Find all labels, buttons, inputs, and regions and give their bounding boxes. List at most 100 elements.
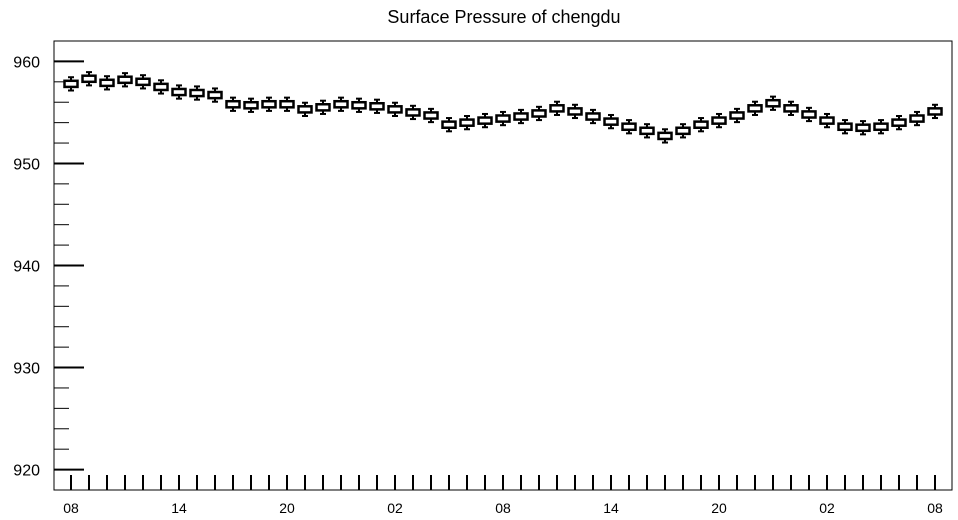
box-rect [117,75,133,85]
box-47 [909,110,925,127]
box-rect [153,82,169,92]
box-40 [783,100,799,116]
box-rect [171,87,187,97]
box-rect [891,118,907,127]
box-rect [801,110,817,119]
box-27 [549,100,565,116]
box-10 [243,97,259,113]
box-17 [369,98,385,114]
box-9 [225,96,241,112]
box-rect [369,101,385,111]
box-rect [351,100,367,110]
box-6 [171,84,187,100]
box-19 [405,104,421,121]
box-rect [189,88,205,98]
x-axis: 08 14 20 02 08 14 20 02 08 [63,475,943,516]
box-25 [513,108,529,125]
chart-title: Surface Pressure of chengdu [387,7,620,27]
box-rect [549,104,565,113]
y-tick-label: 940 [13,259,40,276]
box-29 [585,108,601,125]
box-rect [657,131,673,141]
box-rect [873,122,889,132]
box-31 [621,119,637,135]
box-21 [441,117,457,133]
box-38 [747,100,763,116]
box-rect [459,118,475,127]
box-48 [927,103,943,120]
box-3 [117,72,133,88]
box-rect [99,78,115,88]
x-tick-label: 08 [495,500,511,516]
box-7 [189,85,205,101]
box-rect [423,111,439,120]
box-22 [459,115,475,131]
box-32 [639,123,655,139]
box-rect [315,103,331,112]
x-tick-label: 08 [63,500,79,516]
box-12 [279,96,295,112]
y-tick-label: 960 [13,54,40,71]
box-11 [261,96,277,112]
x-tick-label: 20 [711,500,727,516]
x-tick-label: 14 [603,500,619,516]
box-rect [81,74,97,84]
box-30 [603,113,619,130]
box-rect [387,105,403,114]
box-rect [135,77,151,87]
box-rect [441,120,457,129]
box-18 [387,101,403,118]
box-rect [927,107,943,116]
box-14 [315,99,331,115]
box-24 [495,110,511,127]
box-1 [81,71,97,87]
box-rect [693,120,709,129]
x-tick-label: 02 [387,500,403,516]
box-rect [621,122,637,132]
y-tick-label: 930 [13,361,40,378]
box-37 [729,107,745,124]
box-rect [63,79,79,89]
box-rect [585,112,601,121]
box-4 [135,74,151,90]
box-44 [855,120,871,136]
box-rect [711,116,727,125]
box-43 [837,119,853,135]
box-36 [711,112,727,129]
box-39 [765,95,781,111]
box-rect [909,114,925,123]
x-tick-label: 20 [279,500,295,516]
box-rect [729,111,745,120]
box-rect [855,123,871,133]
box-20 [423,107,439,124]
box-rect [837,122,853,132]
box-28 [567,103,583,120]
box-rect [567,107,583,116]
box-rect [261,99,277,109]
x-tick-label: 02 [819,500,835,516]
box-8 [207,87,223,103]
box-33 [657,128,673,144]
box-16 [351,97,367,113]
box-rect [531,109,547,118]
y-tick-label: 950 [13,156,40,173]
box-45 [873,119,889,135]
y-axis: 920 930 940 950 960 [13,40,84,491]
box-0 [63,76,79,92]
box-46 [891,115,907,131]
plot-frame [53,40,953,491]
box-rect [765,98,781,108]
box-34 [675,123,691,139]
box-rect [639,126,655,136]
box-13 [297,101,313,118]
box-5 [153,79,169,95]
box-rect [495,114,511,123]
box-42 [819,112,835,129]
box-15 [333,96,349,112]
box-rect [279,99,295,109]
box-rect [675,126,691,136]
box-rect [513,112,529,121]
box-26 [531,105,547,122]
box-23 [477,112,493,129]
box-rect [747,104,763,113]
